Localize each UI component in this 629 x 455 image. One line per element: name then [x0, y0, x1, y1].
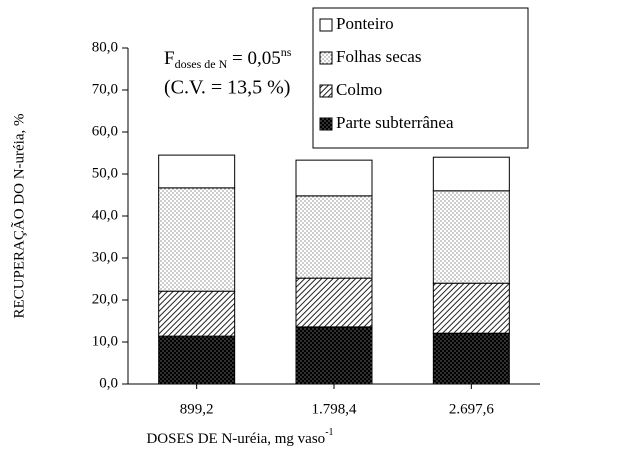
legend-label: Colmo — [336, 80, 382, 99]
legend-box — [312, 7, 529, 149]
bar-segment — [432, 156, 510, 192]
legend-swatch — [319, 117, 333, 131]
y-tick-label: 60,0 — [92, 123, 118, 139]
x-tick-label: 1.798,4 — [312, 401, 358, 417]
legend-swatch — [319, 18, 333, 32]
y-tick-label: 40,0 — [92, 207, 118, 223]
y-axis-label: RECUPERAÇÃO DO N-uréia, % — [11, 114, 27, 319]
bar-segment — [295, 277, 373, 328]
y-tick-label: 30,0 — [92, 249, 118, 265]
y-tick-label: 0,0 — [99, 375, 118, 391]
bar-segment — [158, 187, 236, 292]
bar-segment — [295, 195, 373, 279]
legend-swatch — [319, 51, 333, 65]
y-tick-label: 10,0 — [92, 333, 118, 349]
bar-segment — [295, 326, 373, 385]
annotation: Fdoses de N = 0,05ns — [164, 45, 292, 71]
bar-segment — [432, 282, 510, 334]
x-tick-label: 899,2 — [180, 401, 214, 417]
x-axis-label: DOSES DE N-uréia, mg vaso-1 — [146, 427, 333, 447]
y-tick-label: 20,0 — [92, 291, 118, 307]
y-tick-label: 70,0 — [92, 81, 118, 97]
y-tick-label: 50,0 — [92, 165, 118, 181]
bar-segment — [432, 332, 510, 385]
legend-label: Ponteiro — [336, 14, 394, 33]
y-tick-label: 80,0 — [92, 39, 118, 55]
legend-label: Folhas secas — [336, 47, 421, 66]
bar-segment — [158, 290, 236, 337]
bar-segment — [432, 190, 510, 284]
bar-segment — [158, 154, 236, 189]
bar-segment — [158, 335, 236, 385]
bar-segment — [295, 159, 373, 197]
legend-swatch — [319, 84, 333, 98]
x-tick-label: 2.697,6 — [449, 401, 495, 417]
annotation-cv: (C.V. = 13,5 %) — [164, 77, 290, 99]
legend-label: Parte subterrânea — [336, 113, 454, 132]
